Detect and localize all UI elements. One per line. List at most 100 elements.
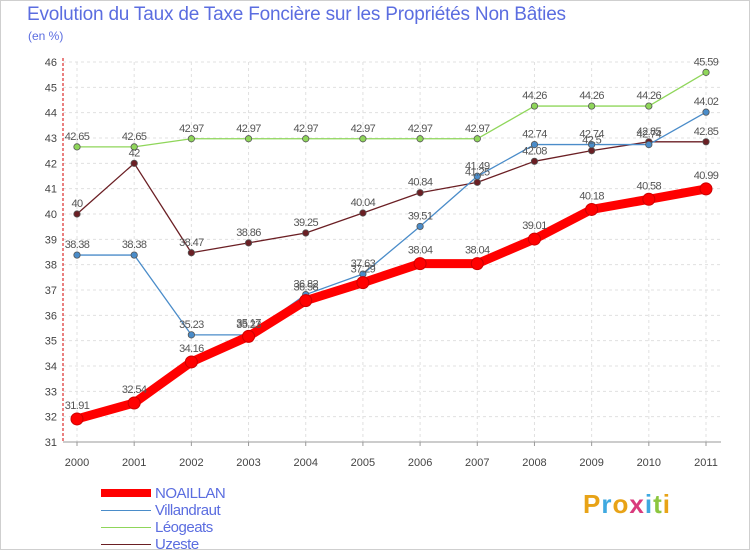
data-label-uzeste: 40.84: [408, 177, 433, 189]
logo-letter: o: [612, 489, 630, 519]
y-tick-label: 34: [45, 361, 57, 373]
data-label-villandraut: 35.23: [236, 319, 261, 331]
series-line-logeats: [76, 71, 707, 148]
point-uzeste: [302, 229, 310, 237]
x-tick-label: 2005: [351, 457, 375, 469]
data-label-noaillan: 36.58: [293, 282, 318, 294]
y-tick-label: 41: [45, 184, 57, 196]
point-logeats: [588, 102, 596, 110]
point-noaillan: [585, 202, 599, 216]
legend-item-uzeste: Uzeste: [101, 536, 301, 550]
axes: 31 32 33 34 35 36 37 38 39 40 41 42 43 44 45 46 2000 2001…: [45, 57, 721, 469]
data-label-logeats: 44.26: [637, 90, 662, 102]
point-uzeste: [588, 147, 596, 155]
data-label-uzeste: 38.86: [236, 227, 261, 239]
point-logeats: [130, 143, 138, 151]
point-noaillan: [127, 396, 141, 410]
point-villandraut: [187, 331, 195, 339]
data-labels: 42.65 42.65 42.97 42.97 42.97 42.97 42.97 42.97…: [65, 56, 720, 412]
point-noaillan: [470, 257, 484, 271]
logo-letter: x: [629, 489, 645, 519]
logo-letter: t: [653, 489, 663, 519]
data-label-logeats: 45.59: [694, 56, 719, 68]
data-label-villandraut: 39.51: [408, 210, 433, 222]
point-logeats: [473, 135, 481, 143]
legend-swatch-uzeste: [101, 544, 151, 545]
point-noaillan: [70, 412, 84, 426]
legend-swatch-leogeats: [101, 527, 151, 528]
series: [70, 68, 713, 426]
point-villandraut: [473, 172, 481, 180]
x-tick-label: 2011: [694, 457, 718, 469]
data-label-villandraut: 41.49: [465, 160, 490, 172]
legend-item-villandraut: Villandraut: [101, 502, 301, 519]
y-tick-label: 42: [45, 158, 57, 170]
data-label-uzeste: 38.47: [179, 237, 204, 249]
point-logeats: [187, 135, 195, 143]
x-tick-label: 2000: [65, 457, 89, 469]
data-label-villandraut: 37.63: [351, 258, 376, 270]
point-uzeste: [244, 239, 253, 247]
data-label-uzeste: 40: [71, 198, 83, 210]
point-uzeste: [702, 138, 710, 146]
y-tick-label: 33: [45, 386, 57, 398]
series-line-villandraut: [76, 111, 707, 336]
point-uzeste: [187, 249, 195, 257]
proxiti-logo: Proxiti: [583, 489, 671, 520]
point-logeats: [702, 68, 710, 76]
data-label-logeats: 44.26: [579, 90, 604, 102]
point-villandraut: [702, 108, 710, 116]
point-logeats: [416, 135, 424, 143]
point-logeats: [244, 135, 253, 143]
data-label-uzeste: 39.25: [293, 217, 318, 229]
data-label-noaillan: 38.04: [408, 245, 433, 257]
legend-label-villandraut: Villandraut: [155, 502, 221, 519]
chart-title: Evolution du Taux de Taxe Foncière sur l…: [27, 4, 566, 25]
logo-letter: i: [644, 489, 654, 519]
data-label-villandraut: 42.74: [579, 129, 604, 141]
data-label-uzeste: 42.5: [582, 135, 601, 147]
data-label-uzeste: 42.08: [522, 145, 547, 157]
legend: NOAILLAN Villandraut Léogeats Uzeste: [101, 485, 301, 550]
point-uzeste: [416, 189, 424, 197]
data-label-uzeste: 42.85: [637, 126, 662, 138]
data-label-logeats: 42.97: [408, 123, 433, 135]
point-villandraut: [645, 140, 653, 149]
data-label-uzeste: 42.85: [694, 126, 719, 138]
point-uzeste: [473, 178, 481, 186]
data-label-noaillan: 39.01: [522, 220, 547, 232]
point-logeats: [73, 143, 81, 151]
logo-letter: P: [583, 489, 602, 519]
point-noaillan: [527, 232, 541, 246]
x-tick-label: 2008: [522, 457, 546, 469]
data-label-logeats: 42.97: [351, 123, 376, 135]
data-label-noaillan: 38.04: [465, 245, 490, 257]
data-label-noaillan: 37.29: [351, 264, 376, 276]
point-villandraut: [416, 222, 424, 231]
point-logeats: [302, 135, 310, 143]
data-label-logeats: 42.97: [293, 123, 318, 135]
series-line-noaillan: [72, 184, 711, 424]
data-label-villandraut: 44.02: [694, 96, 719, 108]
x-tick-label: 2009: [579, 457, 603, 469]
point-villandraut: [73, 251, 81, 259]
legend-label-uzeste: Uzeste: [155, 536, 199, 550]
x-tick-label: 2010: [637, 457, 661, 469]
point-villandraut: [130, 251, 138, 259]
data-label-logeats: 42.65: [122, 131, 147, 143]
legend-swatch-noaillan: [101, 489, 151, 497]
data-label-villandraut: 38.38: [65, 239, 90, 251]
legend-item-leogeats: Léogeats: [101, 519, 301, 536]
data-label-noaillan: 31.91: [65, 400, 90, 412]
data-label-villandraut: 42.74: [637, 129, 662, 141]
data-label-villandraut: 38.38: [122, 239, 147, 251]
y-tick-label: 43: [45, 133, 57, 145]
point-uzeste: [359, 209, 367, 217]
data-label-villandraut: 36.82: [293, 279, 318, 291]
point-noaillan: [242, 329, 256, 343]
data-label-villandraut: 35.23: [179, 319, 204, 331]
y-tick-label: 31: [45, 437, 57, 449]
series-line-uzeste: [76, 141, 707, 254]
point-villandraut: [530, 140, 539, 149]
